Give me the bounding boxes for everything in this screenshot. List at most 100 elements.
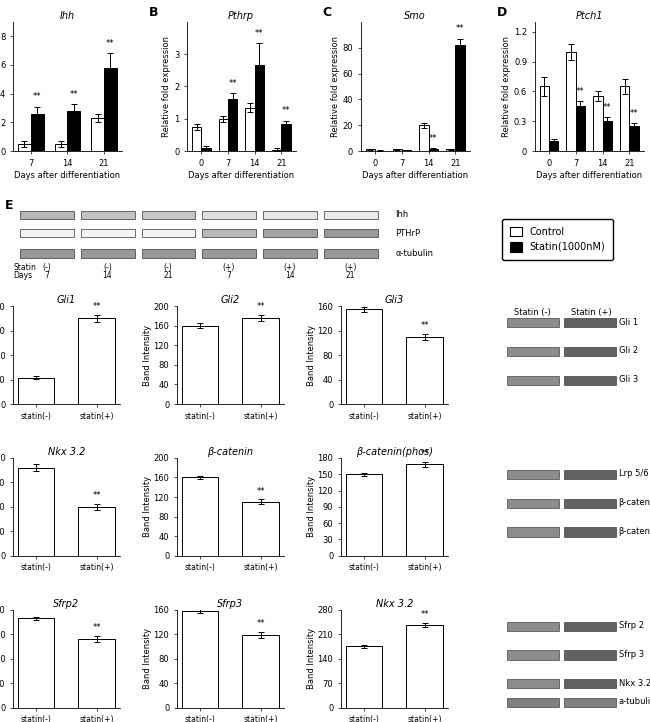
FancyBboxPatch shape xyxy=(202,249,256,258)
Bar xyxy=(182,326,218,404)
Bar xyxy=(272,149,281,152)
FancyBboxPatch shape xyxy=(20,211,73,219)
Text: Sfrp 2: Sfrp 2 xyxy=(619,621,644,630)
Bar xyxy=(242,502,279,556)
Title: Gli2: Gli2 xyxy=(220,295,240,305)
Text: (+): (+) xyxy=(223,263,235,272)
Title: Gli3: Gli3 xyxy=(385,295,404,305)
Text: E: E xyxy=(5,199,13,212)
Text: B: B xyxy=(149,6,159,19)
FancyBboxPatch shape xyxy=(506,375,558,385)
Text: **: ** xyxy=(106,39,114,48)
Text: **: ** xyxy=(421,610,429,619)
Text: (-): (-) xyxy=(164,263,172,272)
Text: **: ** xyxy=(92,623,101,632)
Bar xyxy=(593,97,603,152)
Text: Gli 2: Gli 2 xyxy=(619,347,638,355)
Text: **: ** xyxy=(456,25,464,33)
Bar xyxy=(18,378,54,404)
Text: **: ** xyxy=(228,79,237,88)
Text: 7: 7 xyxy=(226,271,231,279)
Text: 21: 21 xyxy=(163,271,173,279)
FancyBboxPatch shape xyxy=(263,249,317,258)
Text: a-tubulin: a-tubulin xyxy=(619,697,650,706)
Text: β-catenin(phos): β-catenin(phos) xyxy=(619,527,650,536)
Bar xyxy=(428,149,438,152)
FancyBboxPatch shape xyxy=(564,347,616,356)
Bar xyxy=(281,123,291,152)
Text: **: ** xyxy=(603,103,612,112)
FancyBboxPatch shape xyxy=(506,499,558,508)
Text: Statin: Statin xyxy=(13,263,36,272)
Y-axis label: Band Intensity: Band Intensity xyxy=(307,324,316,386)
Text: **: ** xyxy=(630,109,638,118)
Bar xyxy=(406,464,443,556)
Bar xyxy=(629,126,638,152)
FancyBboxPatch shape xyxy=(324,211,378,219)
Bar xyxy=(18,144,31,152)
Text: **: ** xyxy=(256,619,265,628)
Bar xyxy=(406,625,443,708)
FancyBboxPatch shape xyxy=(81,229,135,238)
Text: Gli 1: Gli 1 xyxy=(619,318,638,326)
FancyBboxPatch shape xyxy=(564,470,616,479)
Bar xyxy=(620,87,629,152)
FancyBboxPatch shape xyxy=(564,375,616,385)
Y-axis label: Relative fold expression: Relative fold expression xyxy=(331,36,340,137)
FancyBboxPatch shape xyxy=(263,211,317,219)
Y-axis label: Band Intensity: Band Intensity xyxy=(143,628,152,690)
Bar xyxy=(346,309,382,404)
Title: Sfrp3: Sfrp3 xyxy=(217,599,243,609)
Title: Pthrp: Pthrp xyxy=(228,11,254,21)
Bar xyxy=(31,114,44,152)
Title: Smo: Smo xyxy=(404,11,426,21)
FancyBboxPatch shape xyxy=(564,651,616,660)
X-axis label: Days after differentiation: Days after differentiation xyxy=(362,170,468,180)
Bar xyxy=(182,611,218,708)
Title: β-catenin: β-catenin xyxy=(207,447,254,457)
FancyBboxPatch shape xyxy=(564,622,616,631)
Text: Statin (-): Statin (-) xyxy=(514,308,551,317)
Text: **: ** xyxy=(256,487,265,495)
Title: Ptch1: Ptch1 xyxy=(575,11,603,21)
Bar xyxy=(55,144,68,152)
Text: **: ** xyxy=(92,303,101,311)
Bar xyxy=(228,100,237,152)
Text: D: D xyxy=(497,6,507,19)
Bar xyxy=(393,149,402,152)
Text: **: ** xyxy=(576,87,585,96)
FancyBboxPatch shape xyxy=(564,679,616,689)
FancyBboxPatch shape xyxy=(142,249,195,258)
Bar xyxy=(346,646,382,708)
Text: **: ** xyxy=(70,90,78,99)
FancyBboxPatch shape xyxy=(506,622,558,631)
Bar xyxy=(402,150,411,152)
Bar xyxy=(603,121,612,152)
Bar xyxy=(419,126,428,152)
Text: **: ** xyxy=(429,134,437,143)
FancyBboxPatch shape xyxy=(202,229,256,238)
Bar xyxy=(18,468,54,556)
Bar xyxy=(406,336,443,404)
Text: β-catenin: β-catenin xyxy=(619,498,650,507)
Text: **: ** xyxy=(421,321,429,330)
X-axis label: Days after differentiation: Days after differentiation xyxy=(14,170,120,180)
Bar xyxy=(242,318,279,404)
Bar xyxy=(91,118,104,152)
Text: **: ** xyxy=(256,303,265,311)
Legend: Control, Statin(1000nM): Control, Statin(1000nM) xyxy=(502,219,613,260)
FancyBboxPatch shape xyxy=(263,229,317,238)
Bar xyxy=(549,142,558,152)
FancyBboxPatch shape xyxy=(564,499,616,508)
Bar xyxy=(192,127,202,152)
Text: Ihh: Ihh xyxy=(395,210,409,219)
Bar xyxy=(79,507,115,556)
Bar xyxy=(242,635,279,708)
Text: (-): (-) xyxy=(42,263,51,272)
FancyBboxPatch shape xyxy=(81,211,135,219)
Title: Gli1: Gli1 xyxy=(57,295,76,305)
Y-axis label: Band Intensity: Band Intensity xyxy=(143,324,152,386)
Title: Ihh: Ihh xyxy=(60,11,75,21)
Bar xyxy=(104,68,117,152)
Bar xyxy=(79,318,115,404)
